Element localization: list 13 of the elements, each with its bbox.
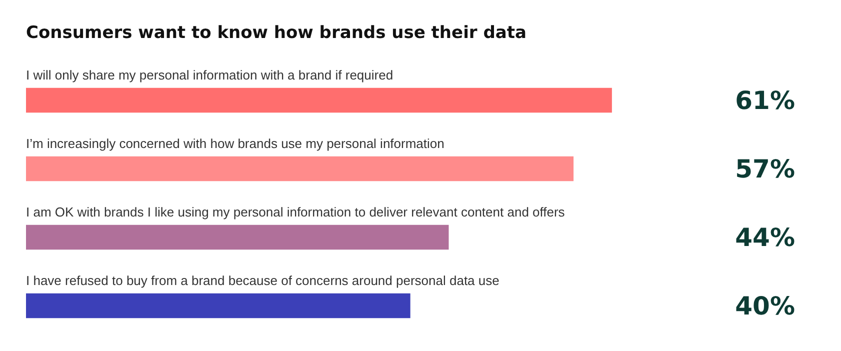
bar bbox=[26, 224, 449, 250]
data-label: 61% bbox=[735, 86, 795, 115]
bar bbox=[26, 156, 574, 182]
bar bbox=[26, 88, 612, 113]
bar bbox=[26, 293, 410, 318]
data-label: 57% bbox=[735, 154, 795, 184]
chart-title: Consumers want to know how brands use their data bbox=[26, 23, 526, 43]
y-tick-label: I will only share my personal information with a brand if required bbox=[26, 67, 394, 82]
y-tick-label: I am OK with brands I like using my personal information to deliver relevant content and offers bbox=[26, 204, 566, 220]
data-label: 44% bbox=[735, 222, 795, 252]
y-tick-label: I have refused to buy from a brand because of concerns around personal data use bbox=[26, 272, 500, 288]
data-label: 40% bbox=[735, 291, 795, 320]
y-tick-label: I’m increasingly concerned with how brands use my personal information bbox=[26, 136, 444, 151]
